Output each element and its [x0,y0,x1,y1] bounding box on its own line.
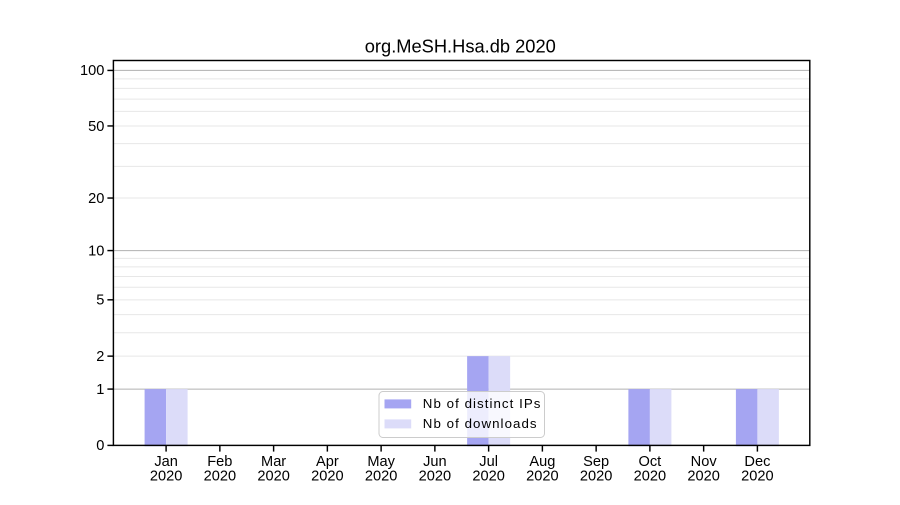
svg-text:Jan: Jan [154,454,178,470]
svg-text:0: 0 [96,438,104,454]
svg-text:2020: 2020 [150,469,182,485]
svg-text:Jun: Jun [423,454,447,470]
svg-text:Mar: Mar [261,454,286,470]
svg-text:2020: 2020 [257,469,289,485]
svg-text:org.MeSH.Hsa.db 2020: org.MeSH.Hsa.db 2020 [365,35,556,56]
svg-text:Jul: Jul [479,454,498,470]
svg-text:2020: 2020 [741,469,773,485]
svg-text:Apr: Apr [316,454,339,470]
svg-text:2020: 2020 [311,469,343,485]
svg-text:2020: 2020 [580,469,612,485]
svg-text:2020: 2020 [526,469,558,485]
svg-text:10: 10 [88,243,104,259]
svg-text:2020: 2020 [204,469,236,485]
svg-text:2020: 2020 [419,469,451,485]
svg-text:Dec: Dec [744,454,770,470]
svg-text:Sep: Sep [583,454,609,470]
svg-text:50: 50 [88,119,104,135]
svg-text:20: 20 [88,191,104,207]
svg-text:Nb of downloads: Nb of downloads [423,416,538,431]
svg-text:Nov: Nov [691,454,718,470]
svg-text:2020: 2020 [687,469,719,485]
svg-text:2020: 2020 [365,469,397,485]
svg-text:100: 100 [80,63,104,79]
svg-text:Feb: Feb [207,454,232,470]
svg-text:Nb of distinct IPs: Nb of distinct IPs [423,396,542,411]
svg-text:5: 5 [96,293,104,309]
svg-text:2020: 2020 [634,469,666,485]
svg-text:2020: 2020 [472,469,504,485]
svg-text:1: 1 [96,382,104,398]
svg-text:Aug: Aug [529,454,555,470]
svg-text:May: May [367,454,395,470]
svg-text:2: 2 [96,349,104,365]
svg-text:Oct: Oct [639,454,662,470]
